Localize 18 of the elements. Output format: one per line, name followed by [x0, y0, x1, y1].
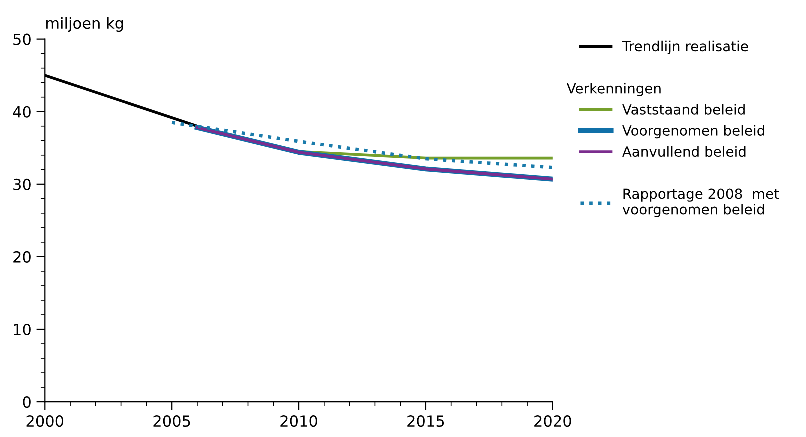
- legend-label: Vaststaand beleid: [622, 104, 745, 115]
- x-tick-label: 2010: [280, 416, 318, 428]
- y-tick-label: 10: [14, 324, 31, 336]
- legend-label: Trendlijn realisatie: [622, 40, 748, 54]
- x-tick-label: 2005: [154, 416, 190, 428]
- legend-title: Verkenningen: [566, 83, 661, 97]
- x-tick-label: 2020: [534, 416, 572, 428]
- x-tick-label: 2015: [408, 416, 444, 428]
- legend-label: Rapportage 2008 met voorgenomen beleid: [622, 188, 780, 218]
- y-tick-label: 0: [23, 396, 31, 408]
- y-tick-label: 30: [14, 178, 31, 190]
- legend-label: Aanvullend beleid: [622, 146, 746, 158]
- x-tick-label: 2000: [26, 416, 64, 428]
- y-tick-label: 40: [13, 106, 31, 118]
- legend-label: Voorgenomen beleid: [622, 125, 764, 139]
- y-tick-label: 20: [14, 251, 31, 263]
- y-tick-label: 50: [14, 34, 31, 46]
- y-axis-title: miljoen kg: [46, 17, 124, 32]
